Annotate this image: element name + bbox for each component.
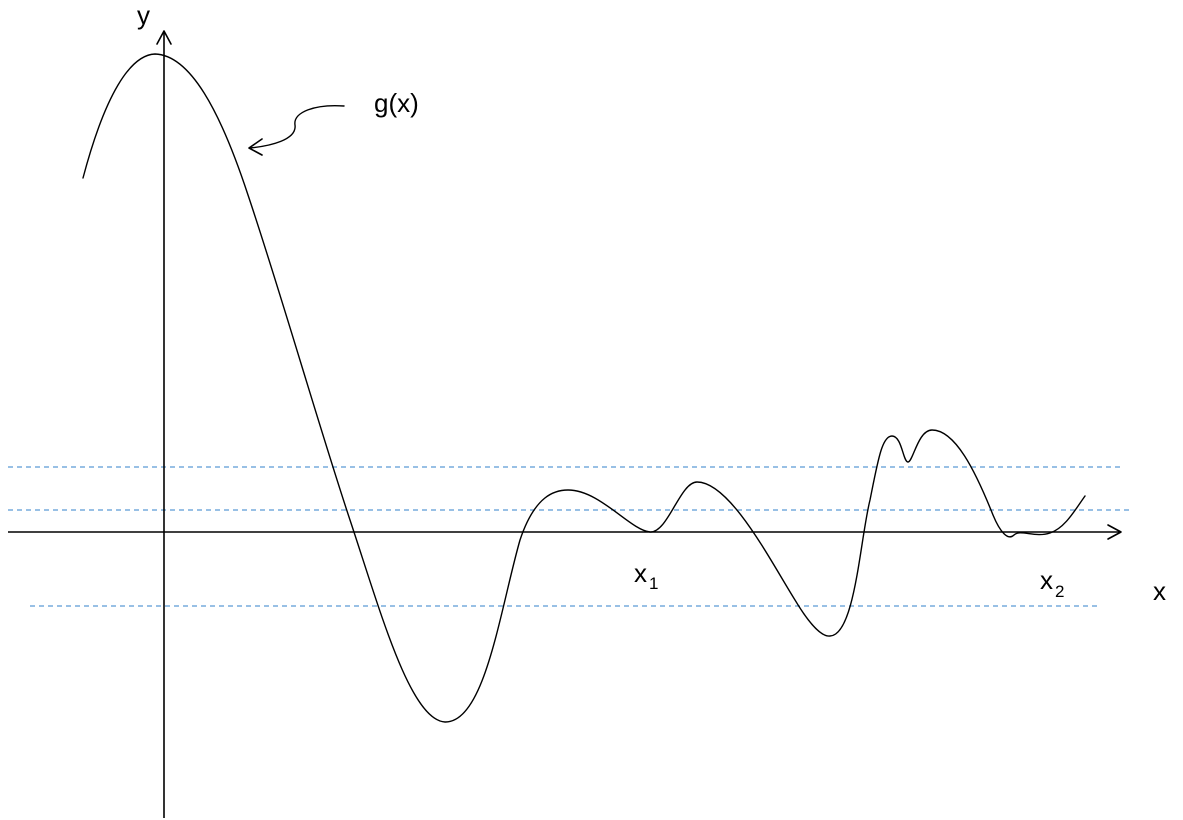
x1-label: x 1	[634, 558, 658, 593]
label-pointer-arrowhead	[248, 138, 263, 156]
x-axis-arrowhead	[1107, 524, 1122, 540]
axes	[8, 30, 1122, 818]
dashed-reference-lines	[8, 466, 1132, 607]
function-curve-g	[82, 53, 1086, 723]
label-pointer-line	[249, 104, 345, 149]
y-axis-label: y	[137, 0, 150, 30]
x-axis-label: x	[1153, 576, 1166, 606]
x1-label-subscript: 1	[649, 574, 658, 593]
label-pointer-arrow	[248, 104, 345, 156]
x2-label: x 2	[1040, 565, 1064, 601]
x2-label-subscript: 2	[1055, 582, 1064, 601]
x2-label-main: x	[1040, 565, 1053, 595]
function-label: g(x)	[374, 88, 419, 118]
x1-label-main: x	[634, 558, 647, 588]
y-axis-arrowhead	[156, 30, 172, 45]
